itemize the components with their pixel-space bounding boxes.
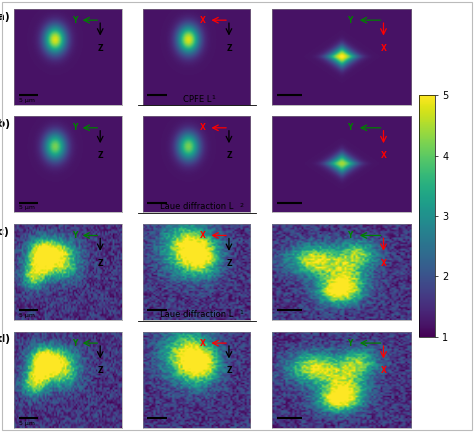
Text: Z: Z <box>97 259 103 268</box>
Text: 5 μm: 5 μm <box>18 98 35 103</box>
Text: X: X <box>381 366 386 375</box>
Text: Z: Z <box>226 44 232 53</box>
Text: Laue diffraction L: Laue diffraction L <box>160 203 233 211</box>
Text: X: X <box>200 16 206 25</box>
Text: Z: Z <box>97 366 103 375</box>
Text: 5 μm: 5 μm <box>18 421 35 426</box>
Text: Y: Y <box>347 123 353 132</box>
Text: Z: Z <box>97 151 103 160</box>
Text: Y: Y <box>72 16 77 25</box>
Text: Z: Z <box>97 44 103 53</box>
Text: 5 μm: 5 μm <box>18 313 35 318</box>
Text: X: X <box>200 231 206 240</box>
Text: Y: Y <box>72 231 77 240</box>
Text: X: X <box>381 151 386 160</box>
Text: X: X <box>200 339 206 348</box>
Text: CPFE L: CPFE L <box>182 95 211 104</box>
Text: Laue diffraction L: Laue diffraction L <box>160 310 233 319</box>
Text: (b): (b) <box>0 119 10 129</box>
Text: (c): (c) <box>0 227 9 237</box>
Text: Y: Y <box>72 123 77 132</box>
Text: (d): (d) <box>0 334 10 344</box>
Text: 1: 1 <box>239 310 243 315</box>
Text: Z: Z <box>226 366 232 375</box>
Text: Z: Z <box>226 259 232 268</box>
Text: Y: Y <box>347 16 353 25</box>
Text: Y: Y <box>347 231 353 240</box>
Text: 1: 1 <box>211 95 215 100</box>
Text: Y: Y <box>347 339 353 348</box>
Text: (a): (a) <box>0 12 9 22</box>
Text: X: X <box>200 123 206 132</box>
Text: X: X <box>381 44 386 53</box>
Text: Y: Y <box>72 339 77 348</box>
Text: 2: 2 <box>239 203 243 208</box>
Text: 5 μm: 5 μm <box>18 206 35 210</box>
Text: Z: Z <box>226 151 232 160</box>
Text: X: X <box>381 259 386 268</box>
